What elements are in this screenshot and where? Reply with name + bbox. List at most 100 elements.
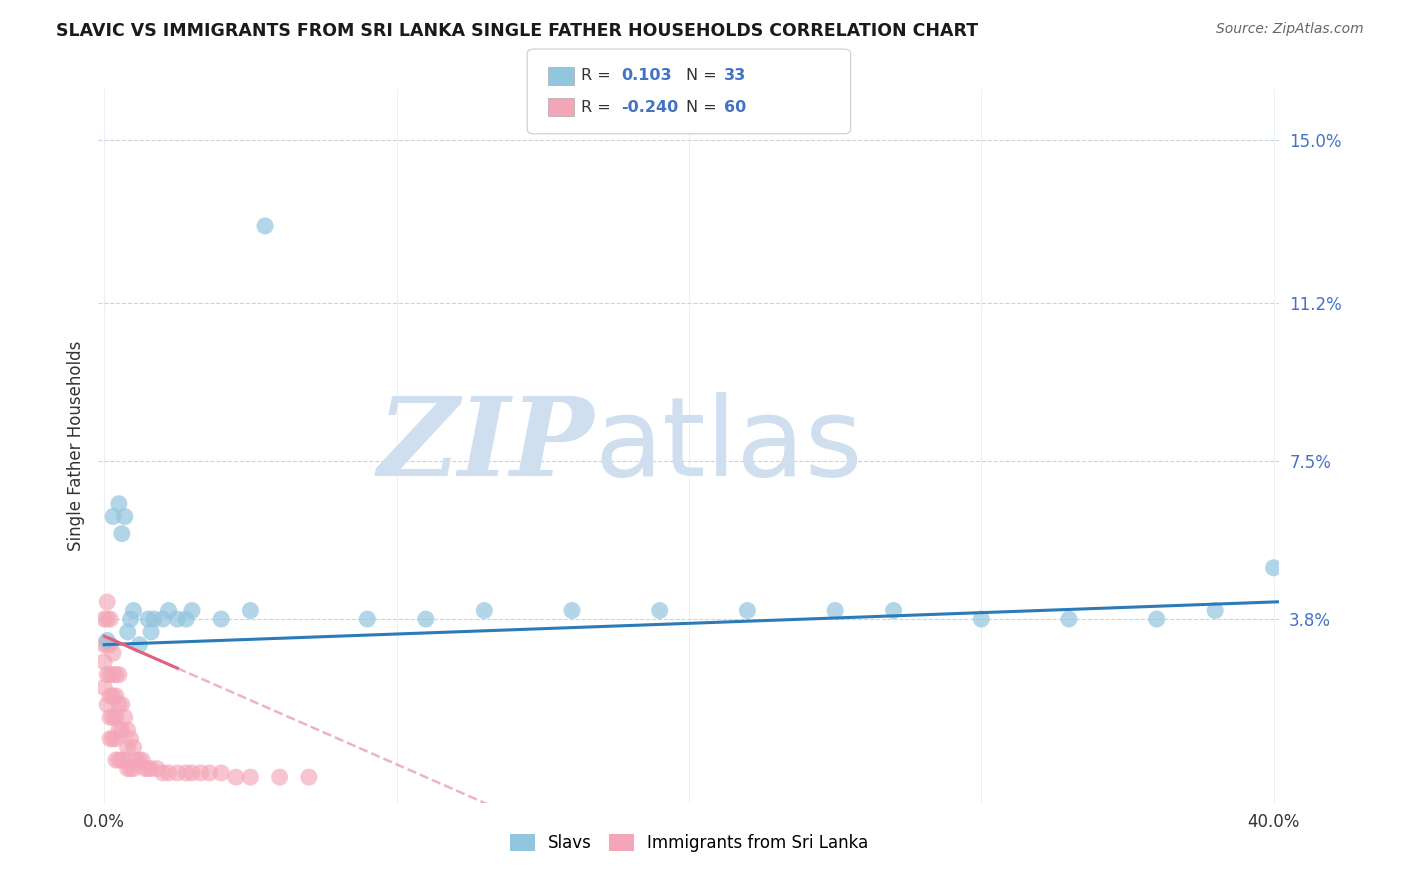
Point xyxy=(93,655,115,669)
Point xyxy=(108,497,131,511)
Point xyxy=(96,667,118,681)
Point xyxy=(98,731,121,746)
Point xyxy=(101,689,124,703)
Point xyxy=(120,731,142,746)
Text: 60: 60 xyxy=(724,100,747,114)
Point xyxy=(1057,612,1080,626)
Text: ZIP: ZIP xyxy=(378,392,595,500)
Point xyxy=(174,612,197,626)
Point xyxy=(120,612,142,626)
Point xyxy=(96,633,118,648)
Point xyxy=(96,595,118,609)
Point xyxy=(737,603,759,617)
Point xyxy=(970,612,993,626)
Point xyxy=(298,770,321,784)
Point xyxy=(139,762,162,776)
Text: -0.240: -0.240 xyxy=(621,100,679,114)
Point xyxy=(125,753,148,767)
Point xyxy=(101,509,124,524)
Point xyxy=(209,765,232,780)
Point xyxy=(136,612,159,626)
Point xyxy=(101,731,124,746)
Text: SLAVIC VS IMMIGRANTS FROM SRI LANKA SINGLE FATHER HOUSEHOLDS CORRELATION CHART: SLAVIC VS IMMIGRANTS FROM SRI LANKA SING… xyxy=(56,22,979,40)
Point xyxy=(561,603,583,617)
Point xyxy=(356,612,378,626)
Point xyxy=(134,762,156,776)
Point xyxy=(181,603,204,617)
Point xyxy=(824,603,846,617)
Point xyxy=(101,667,124,681)
Point xyxy=(174,765,197,780)
Point xyxy=(117,723,139,738)
Point xyxy=(93,612,115,626)
Point xyxy=(122,762,145,776)
Point xyxy=(472,603,495,617)
Point xyxy=(104,731,127,746)
Point xyxy=(415,612,437,626)
Point xyxy=(225,770,247,784)
Point xyxy=(93,638,115,652)
Point xyxy=(152,612,174,626)
Point xyxy=(883,603,905,617)
Point xyxy=(104,710,127,724)
Point xyxy=(648,603,671,617)
Point xyxy=(166,765,188,780)
Text: atlas: atlas xyxy=(595,392,863,500)
Point xyxy=(181,765,204,780)
Point xyxy=(1204,603,1226,617)
Text: N =: N = xyxy=(686,100,717,114)
Point xyxy=(122,740,145,755)
Point xyxy=(98,689,121,703)
Point xyxy=(239,770,262,784)
Text: N =: N = xyxy=(686,69,717,83)
Text: R =: R = xyxy=(581,100,610,114)
Point xyxy=(209,612,232,626)
Point xyxy=(114,509,136,524)
Point xyxy=(117,624,139,639)
Point xyxy=(108,667,131,681)
Point xyxy=(111,753,134,767)
Point xyxy=(198,765,221,780)
Point xyxy=(254,219,277,233)
Point xyxy=(166,612,188,626)
Point xyxy=(96,612,118,626)
Point xyxy=(96,638,118,652)
Point xyxy=(93,681,115,695)
Point xyxy=(120,762,142,776)
Point xyxy=(136,762,159,776)
Point xyxy=(108,723,131,738)
Point xyxy=(101,710,124,724)
Point xyxy=(98,612,121,626)
Point xyxy=(114,710,136,724)
Point xyxy=(104,689,127,703)
Point xyxy=(101,646,124,660)
Point xyxy=(111,723,134,738)
Point xyxy=(108,753,131,767)
Point xyxy=(104,667,127,681)
Point xyxy=(269,770,291,784)
Text: R =: R = xyxy=(581,69,610,83)
Point xyxy=(190,765,212,780)
Point xyxy=(139,624,162,639)
Point xyxy=(117,740,139,755)
Point xyxy=(114,753,136,767)
Point xyxy=(152,765,174,780)
Point xyxy=(1146,612,1168,626)
Point xyxy=(143,612,166,626)
Point xyxy=(96,698,118,712)
Point xyxy=(111,526,134,541)
Text: 0.103: 0.103 xyxy=(621,69,672,83)
Point xyxy=(128,753,150,767)
Point xyxy=(117,762,139,776)
Point xyxy=(157,603,180,617)
Point xyxy=(157,765,180,780)
Point xyxy=(239,603,262,617)
Point xyxy=(108,698,131,712)
Point xyxy=(128,638,150,652)
Point xyxy=(146,762,169,776)
Legend: Slavs, Immigrants from Sri Lanka: Slavs, Immigrants from Sri Lanka xyxy=(503,827,875,859)
Point xyxy=(98,638,121,652)
Text: 33: 33 xyxy=(724,69,747,83)
Y-axis label: Single Father Households: Single Father Households xyxy=(66,341,84,551)
Point xyxy=(98,667,121,681)
